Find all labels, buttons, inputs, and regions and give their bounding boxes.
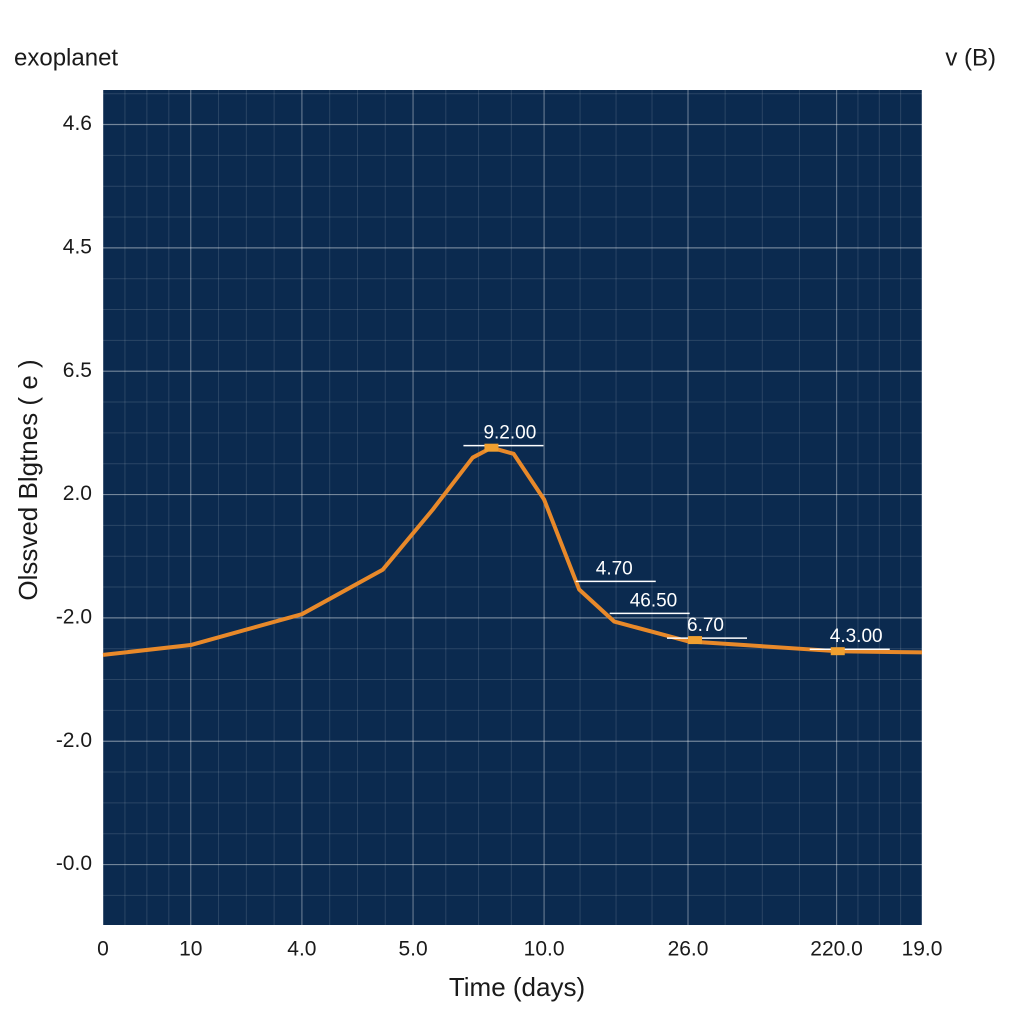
chart-title: exoplanet bbox=[14, 44, 118, 71]
plot-area bbox=[103, 90, 922, 925]
chart-subtitle: v (B) bbox=[945, 44, 996, 71]
x-tick-label: 26.0 bbox=[668, 938, 709, 961]
annotation: 4.3.00 bbox=[830, 626, 883, 647]
y-tick-label: 4.6 bbox=[63, 112, 92, 135]
annotation: 46.50 bbox=[630, 590, 678, 611]
annotation-marker bbox=[484, 443, 499, 452]
x-axis-label: Time (days) bbox=[449, 972, 585, 1002]
annotation-marker bbox=[830, 647, 845, 656]
x-tick-label: 220.0 bbox=[810, 938, 863, 961]
y-tick-label: 2.0 bbox=[63, 482, 92, 505]
y-tick-label: 6.5 bbox=[63, 359, 92, 382]
y-tick-label: 4.5 bbox=[63, 235, 92, 258]
x-tick-label: 0 bbox=[97, 938, 109, 961]
y-tick-label: -0.0 bbox=[56, 852, 92, 875]
annotation: 9.2.00 bbox=[483, 423, 536, 444]
annotation: 6.70 bbox=[687, 615, 724, 636]
x-tick-label: 10.0 bbox=[524, 938, 565, 961]
y-tick-label: -2.0 bbox=[56, 729, 92, 752]
x-tick-label: 5.0 bbox=[398, 938, 427, 961]
x-tick-label: 4.0 bbox=[287, 938, 316, 961]
y-axis-label: Olssved Blgtnes ( e ) bbox=[13, 359, 43, 600]
x-tick-label: 10 bbox=[179, 938, 202, 961]
annotation: 4.70 bbox=[596, 558, 633, 579]
y-tick-label: -2.0 bbox=[56, 605, 92, 628]
x-tick-label: 19.0 bbox=[902, 938, 943, 961]
annotation-marker bbox=[688, 636, 703, 645]
